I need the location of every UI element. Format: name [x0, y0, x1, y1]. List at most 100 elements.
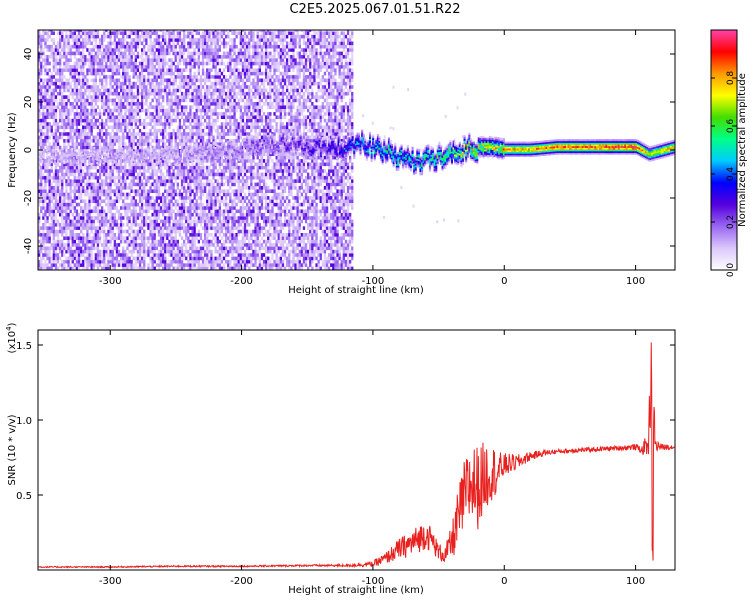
- heatmap-cell: [40, 149, 43, 153]
- heatmap-cell: [170, 48, 173, 52]
- heatmap-cell: [82, 115, 85, 119]
- heatmap-cell: [168, 246, 171, 251]
- heatmap-cell: [170, 239, 173, 244]
- heatmap-cell: [96, 182, 100, 187]
- heatmap-cell: [40, 85, 43, 89]
- heatmap-cell: [52, 118, 55, 123]
- heatmap-cell: [162, 34, 165, 39]
- heatmap-cell: [220, 229, 224, 234]
- heatmap-cell: [44, 122, 47, 126]
- heatmap-cell: [149, 266, 152, 270]
- heatmap-cell: [174, 162, 177, 167]
- heatmap-cell: [38, 135, 41, 140]
- heatmap-cell: [122, 263, 125, 267]
- heatmap-cell: [170, 105, 173, 109]
- heatmap-cell: [210, 135, 213, 140]
- heatmap-cell: [220, 30, 224, 32]
- heatmap-cell: [141, 266, 144, 270]
- heatmap-cell: [187, 266, 190, 270]
- heatmap-cell: [82, 212, 85, 217]
- heatmap-cell: [86, 30, 89, 32]
- heatmap-cell: [197, 88, 200, 93]
- heatmap-cell: [71, 128, 74, 133]
- heatmap-cell: [73, 44, 76, 49]
- heatmap-cell: [84, 102, 87, 106]
- heatmap-cell: [52, 209, 55, 214]
- heatmap-cell: [38, 175, 41, 180]
- heatmap-cell: [111, 61, 114, 66]
- heatmap-cell: [147, 175, 150, 180]
- heatmap-cell: [98, 219, 102, 224]
- heatmap-cell: [138, 142, 142, 146]
- heatmap-cell: [149, 85, 152, 89]
- heatmap-cell: [199, 34, 203, 39]
- heatmap-cell: [61, 192, 64, 197]
- heatmap-cell: [86, 48, 89, 52]
- heatmap-cell: [111, 259, 114, 264]
- heatmap-cell: [63, 266, 66, 270]
- heatmap-cell: [69, 30, 72, 32]
- heatmap-cell: [176, 88, 179, 93]
- heatmap-cell: [128, 128, 131, 133]
- heatmap-cell: [48, 169, 51, 173]
- heatmap-cell: [56, 85, 60, 89]
- heatmap-cell: [187, 115, 190, 119]
- heatmap-cell: [201, 44, 205, 49]
- heatmap-cell: [204, 229, 207, 234]
- heatmap-cell: [210, 85, 213, 89]
- heatmap-cell: [189, 71, 192, 76]
- heatmap-cell: [153, 199, 156, 203]
- heatmap-cell: [94, 51, 97, 56]
- heatmap-cell: [157, 142, 161, 146]
- heatmap-cell: [141, 58, 144, 62]
- heatmap-cell: [145, 125, 148, 130]
- heatmap-cell: [73, 233, 76, 237]
- heatmap-cell: [153, 226, 156, 230]
- heatmap-cell: [134, 229, 137, 234]
- heatmap-cell: [168, 199, 171, 203]
- heatmap-cell: [220, 236, 224, 240]
- heatmap-cell: [201, 142, 205, 146]
- heatmap-cell: [105, 263, 108, 267]
- heatmap-cell: [42, 266, 45, 270]
- heatmap-cell: [113, 139, 116, 143]
- heatmap-cell: [155, 30, 158, 32]
- heatmap-cell: [113, 162, 116, 167]
- heatmap-cell: [38, 58, 41, 62]
- heatmap-cell: [130, 196, 133, 200]
- heatmap-cell: [155, 189, 158, 193]
- heatmap-cell: [38, 145, 41, 150]
- heatmap-cell: [210, 51, 213, 56]
- heatmap-cell: [145, 175, 148, 180]
- heatmap-cell: [61, 149, 64, 153]
- heatmap-cell: [113, 219, 116, 224]
- heatmap-cell: [162, 31, 165, 35]
- heatmap-cell: [82, 78, 85, 83]
- heatmap-cell: [38, 186, 41, 190]
- heatmap-cell: [164, 206, 167, 210]
- heatmap-cell: [174, 216, 177, 220]
- heatmap-cell: [96, 236, 100, 240]
- heatmap-cell: [44, 68, 47, 72]
- heatmap-cell: [77, 105, 81, 109]
- heatmap-cell: [46, 55, 49, 59]
- heatmap-cell: [46, 209, 49, 214]
- heatmap-cell: [201, 139, 205, 143]
- heatmap-cell: [153, 145, 156, 150]
- heatmap-cell: [187, 216, 190, 220]
- heatmap-cell: [126, 216, 129, 220]
- heatmap-cell: [71, 139, 74, 143]
- heatmap-cell: [130, 118, 133, 123]
- heatmap-cell: [210, 172, 213, 177]
- heatmap-cell: [120, 112, 123, 116]
- heatmap-cell: [164, 243, 167, 247]
- heatmap-cell: [75, 266, 79, 270]
- heatmap-cell: [101, 179, 104, 183]
- heatmap-cell: [220, 179, 224, 183]
- heatmap-cell: [111, 263, 114, 267]
- heatmap-cell: [162, 88, 165, 93]
- heatmap-cell: [172, 259, 175, 264]
- heatmap-cell: [191, 169, 194, 173]
- heatmap-cell: [124, 68, 127, 72]
- heatmap-cell: [117, 44, 121, 49]
